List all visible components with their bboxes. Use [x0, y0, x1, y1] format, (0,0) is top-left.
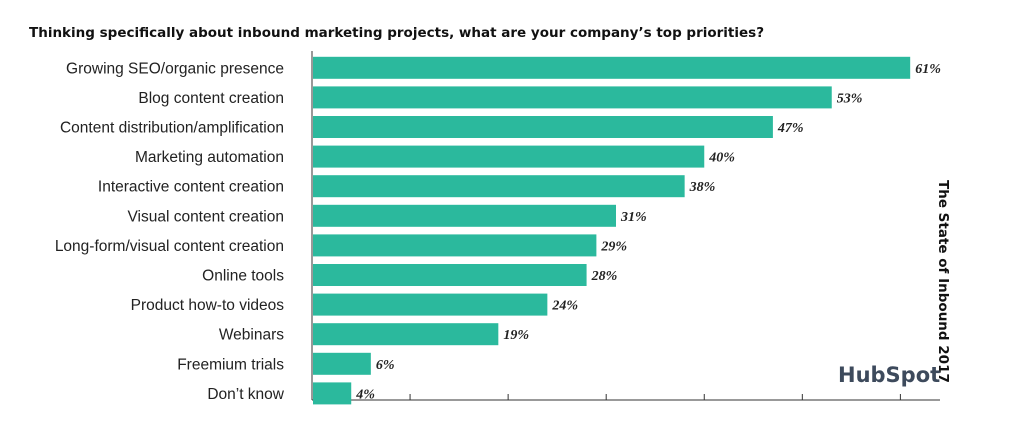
category-label: Interactive content creation — [98, 179, 284, 196]
bar — [313, 86, 832, 109]
category-label: Freemium trials — [177, 356, 284, 373]
data-label: 19% — [503, 328, 529, 343]
category-label: Visual content creation — [127, 208, 284, 225]
data-label: 28% — [591, 269, 618, 284]
chart-title: Thinking specifically about inbound mark… — [29, 25, 764, 41]
bar — [313, 234, 597, 257]
bar — [313, 204, 616, 227]
data-label: 6% — [376, 358, 395, 373]
data-label: 47% — [777, 121, 804, 136]
bar — [313, 293, 548, 316]
data-label: 61% — [915, 62, 941, 77]
category-label: Blog content creation — [138, 90, 284, 107]
data-label: 38% — [689, 180, 716, 195]
bar — [313, 145, 705, 168]
category-label: Product how-to videos — [131, 297, 285, 314]
category-label: Marketing automation — [135, 149, 284, 166]
category-label: Growing SEO/organic presence — [66, 60, 284, 77]
bar — [313, 116, 773, 138]
data-label: 29% — [600, 239, 627, 254]
bar — [313, 323, 499, 346]
category-label: Content distribution/amplification — [60, 120, 284, 137]
data-label: 4% — [355, 387, 375, 402]
bar — [313, 175, 685, 198]
source-label: The State of Inbound 2017 — [935, 180, 951, 383]
bar — [313, 264, 587, 286]
plot-area: Growing SEO/organic presence 61% Blog cont… — [55, 51, 941, 405]
data-label: 40% — [708, 151, 735, 166]
data-label: 53% — [837, 91, 863, 106]
hubspot-logo: HubSpot — [838, 363, 940, 387]
data-label: 24% — [551, 299, 578, 314]
bar — [313, 382, 352, 405]
category-label: Don’t know — [207, 386, 284, 403]
category-label: Online tools — [202, 268, 284, 285]
data-label: 31% — [620, 210, 647, 225]
category-label: Webinars — [219, 327, 284, 344]
bar — [313, 352, 371, 375]
bar — [313, 56, 911, 79]
category-label: Long-form/visual content creation — [55, 238, 284, 255]
